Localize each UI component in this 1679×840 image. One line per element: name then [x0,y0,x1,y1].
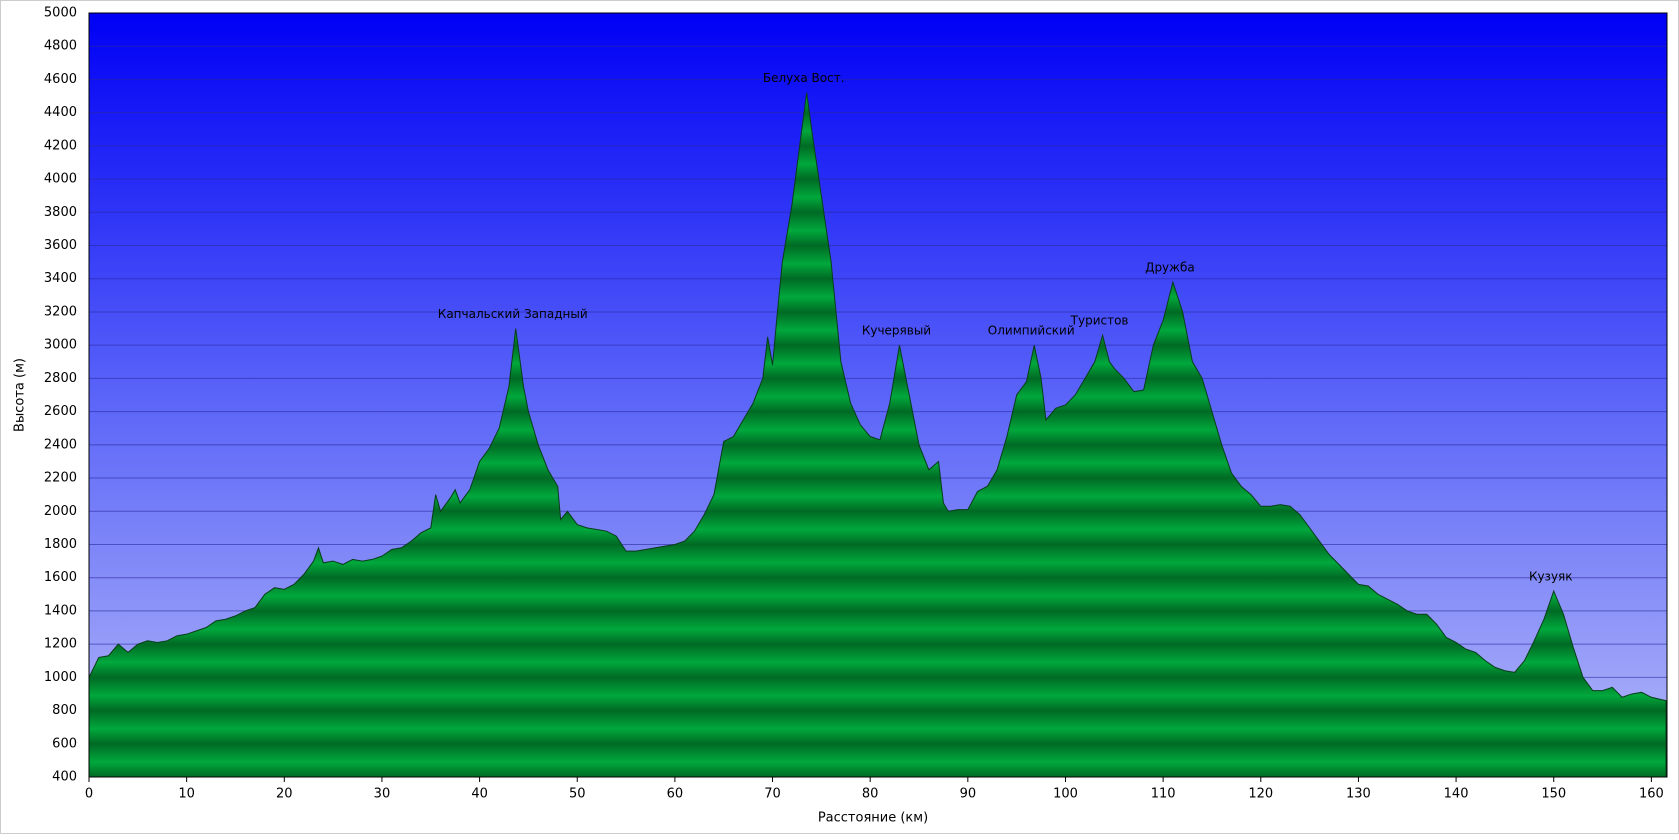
y-tick-label: 2400 [44,437,77,452]
x-tick-label: 140 [1444,787,1469,802]
y-tick-label: 400 [52,770,77,785]
x-axis-label: Расстояние (км) [818,811,928,826]
peak-label: Дружба [1145,261,1195,275]
elevation-area [88,92,1667,778]
x-tick-label: 50 [569,787,586,802]
x-tick-label: 90 [960,787,977,802]
peak-label: Кучерявый [862,324,931,338]
y-tick-label: 4600 [44,72,77,87]
y-tick-label: 1400 [44,603,77,618]
y-tick-label: 1600 [44,570,77,585]
y-tick-label: 800 [52,703,77,718]
x-tick-label: 130 [1346,787,1371,802]
y-tick-label: 4200 [44,138,77,153]
peak-label: Капчальский Западный [438,307,588,321]
y-tick-label: 3600 [44,238,77,253]
x-tick-label: 0 [85,787,93,802]
x-tick-label: 120 [1248,787,1273,802]
y-tick-label: 1800 [44,537,77,552]
y-tick-label: 4400 [44,105,77,120]
peak-label: Туристов [1070,314,1129,328]
x-tick-label: 150 [1541,787,1566,802]
y-tick-label: 4000 [44,172,77,187]
x-tick-label: 80 [862,787,879,802]
x-tick-label: 10 [178,787,195,802]
y-axis-label: Высота (м) [13,358,28,432]
peak-label: Олимпийский [988,324,1075,338]
y-tick-label: 2800 [44,371,77,386]
peak-label: Белуха Вост. [763,71,845,85]
x-tick-label: 40 [471,787,488,802]
y-tick-label: 3200 [44,304,77,319]
y-tick-label: 3000 [44,338,77,353]
x-tick-label: 70 [764,787,781,802]
x-tick-label: 60 [667,787,684,802]
y-tick-label: 1000 [44,670,77,685]
y-tick-label: 600 [52,736,77,751]
y-tick-label: 3800 [44,205,77,220]
y-tick-label: 5000 [44,6,77,21]
peak-label: Кузуяк [1529,569,1573,583]
plot-border [88,12,1668,778]
y-tick-label: 2600 [44,404,77,419]
x-tick-label: 100 [1053,787,1078,802]
y-tick-label: 1200 [44,637,77,652]
y-tick-label: 4800 [44,39,77,54]
y-tick-label: 3400 [44,271,77,286]
y-tick-label: 2000 [44,504,77,519]
x-tick-label: 160 [1639,787,1664,802]
x-tick-label: 30 [374,787,391,802]
x-tick-label: 110 [1151,787,1176,802]
y-tick-label: 2200 [44,471,77,486]
x-tick-label: 20 [276,787,293,802]
